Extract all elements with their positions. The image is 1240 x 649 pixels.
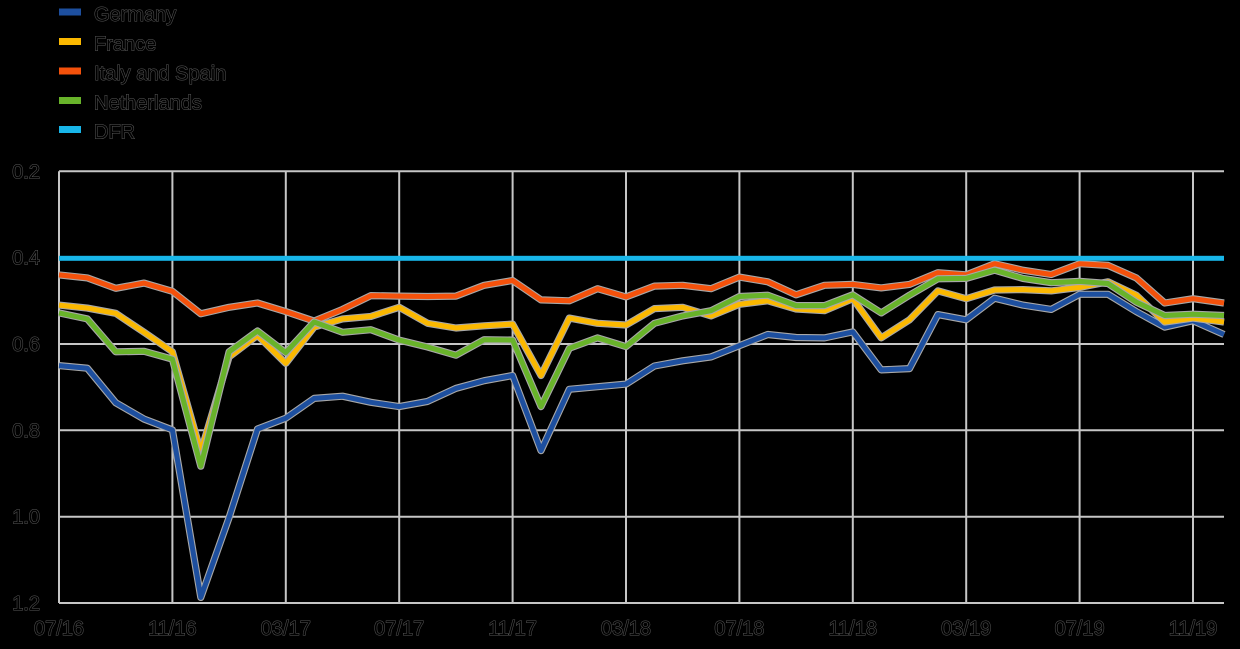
svg-text:11/19: 11/19 (1169, 618, 1218, 640)
svg-text:03/18: 03/18 (601, 618, 651, 640)
svg-text:0.4: 0.4 (12, 248, 40, 270)
svg-text:1.2: 1.2 (12, 593, 40, 615)
svg-text:07/19: 07/19 (1055, 618, 1105, 640)
svg-text:07/17: 07/17 (374, 618, 424, 640)
svg-text:Germany: Germany (94, 4, 176, 26)
svg-text:03/19: 03/19 (941, 618, 991, 640)
svg-text:Italy and Spain: Italy and Spain (94, 63, 226, 85)
svg-text:11/16: 11/16 (148, 618, 197, 640)
svg-text:France: France (94, 33, 156, 55)
svg-text:11/18: 11/18 (829, 618, 878, 640)
svg-text:0.6: 0.6 (12, 334, 40, 356)
svg-text:1.0: 1.0 (12, 507, 40, 529)
svg-text:03/17: 03/17 (261, 618, 311, 640)
svg-text:Netherlands: Netherlands (94, 92, 202, 114)
svg-text:11/17: 11/17 (488, 618, 537, 640)
svg-text:07/16: 07/16 (34, 618, 84, 640)
svg-text:0.8: 0.8 (12, 420, 40, 442)
svg-text:0.2: 0.2 (12, 161, 40, 183)
svg-text:DFR: DFR (94, 121, 135, 143)
svg-text:07/18: 07/18 (714, 618, 764, 640)
